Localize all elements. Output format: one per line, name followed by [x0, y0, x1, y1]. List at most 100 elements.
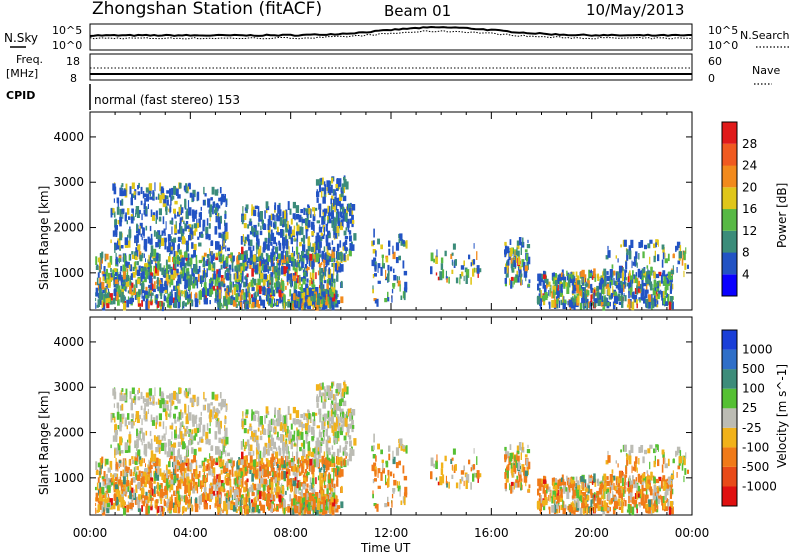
data-cell [186, 273, 189, 279]
data-cell [629, 299, 632, 308]
data-cell [116, 274, 119, 283]
velocity-heatmap [95, 380, 689, 517]
data-cell [375, 250, 377, 257]
data-cell [513, 260, 517, 268]
data-cell [126, 472, 128, 477]
data-cell [143, 495, 146, 504]
data-cell [185, 455, 187, 460]
data-cell [224, 419, 227, 424]
data-cell [320, 441, 323, 446]
data-cell [232, 502, 236, 507]
data-cell [156, 490, 159, 494]
data-cell [210, 402, 213, 406]
data-cell [296, 222, 298, 226]
data-cell [539, 273, 543, 282]
data-cell [193, 435, 196, 441]
data-cell [583, 303, 585, 310]
data-cell [299, 459, 304, 467]
data-cell [257, 494, 259, 499]
data-cell [156, 277, 159, 286]
data-cell [126, 470, 129, 474]
data-cell [312, 214, 316, 222]
data-cell [102, 289, 106, 294]
data-cell [322, 296, 325, 305]
data-cell [145, 503, 149, 512]
data-cell [170, 238, 174, 243]
data-cell [325, 292, 327, 300]
data-cell [331, 249, 335, 259]
data-cell [351, 204, 356, 211]
data-cell [400, 239, 404, 246]
data-cell [610, 278, 613, 286]
data-cell [163, 400, 167, 409]
data-cell [216, 269, 219, 278]
data-cell [259, 435, 263, 441]
data-cell [245, 288, 248, 298]
data-cell [304, 273, 307, 278]
data-cell [320, 303, 323, 308]
data-cell [137, 249, 139, 257]
data-cell [137, 297, 140, 304]
data-cell [340, 253, 343, 262]
data-cell [324, 472, 326, 482]
data-cell [281, 280, 285, 290]
data-cell [159, 484, 162, 492]
data-cell [205, 287, 207, 296]
data-cell [121, 496, 124, 503]
data-cell [167, 439, 171, 447]
data-cell [245, 507, 249, 515]
data-cell [643, 282, 647, 287]
data-cell [155, 447, 158, 453]
data-cell [632, 271, 634, 276]
data-cell [196, 424, 198, 429]
data-cell [240, 278, 243, 284]
data-cell [566, 270, 568, 276]
data-cell [161, 230, 164, 236]
data-cell [322, 489, 325, 498]
data-cell [184, 291, 187, 299]
data-cell [184, 198, 187, 208]
data-cell [318, 184, 321, 193]
data-cell [297, 275, 300, 284]
data-cell [212, 467, 216, 474]
data-cell [199, 437, 201, 443]
data-cell [556, 284, 559, 293]
data-cell [210, 241, 213, 246]
data-cell [224, 399, 226, 407]
data-cell [349, 235, 352, 242]
data-cell [180, 278, 182, 285]
data-cell [510, 280, 513, 289]
data-cell [120, 185, 122, 190]
data-cell [234, 266, 238, 272]
data-cell [312, 457, 314, 466]
data-cell [398, 233, 400, 239]
data-cell [187, 458, 190, 466]
data-cell [177, 441, 181, 447]
data-cell [134, 261, 137, 269]
data-cell [167, 279, 171, 283]
data-cell [246, 264, 249, 269]
data-cell [132, 254, 135, 259]
data-cell [657, 254, 660, 262]
data-cell [213, 273, 216, 280]
data-cell [681, 258, 684, 266]
data-cell [588, 301, 591, 308]
data-cell [630, 275, 634, 284]
data-cell [191, 195, 194, 203]
data-cell [270, 242, 272, 246]
data-cell [248, 292, 251, 301]
data-cell [667, 296, 670, 305]
data-cell [516, 240, 520, 247]
data-cell [201, 282, 202, 287]
data-cell [207, 198, 210, 208]
data-cell [166, 404, 169, 411]
data-cell [319, 472, 321, 481]
data-cell [169, 188, 172, 198]
data-cell [150, 489, 152, 496]
data-cell [200, 206, 202, 211]
data-cell [131, 399, 133, 407]
data-cell [169, 486, 171, 493]
data-cell [188, 387, 191, 392]
data-cell [180, 478, 184, 484]
data-cell [265, 264, 268, 272]
